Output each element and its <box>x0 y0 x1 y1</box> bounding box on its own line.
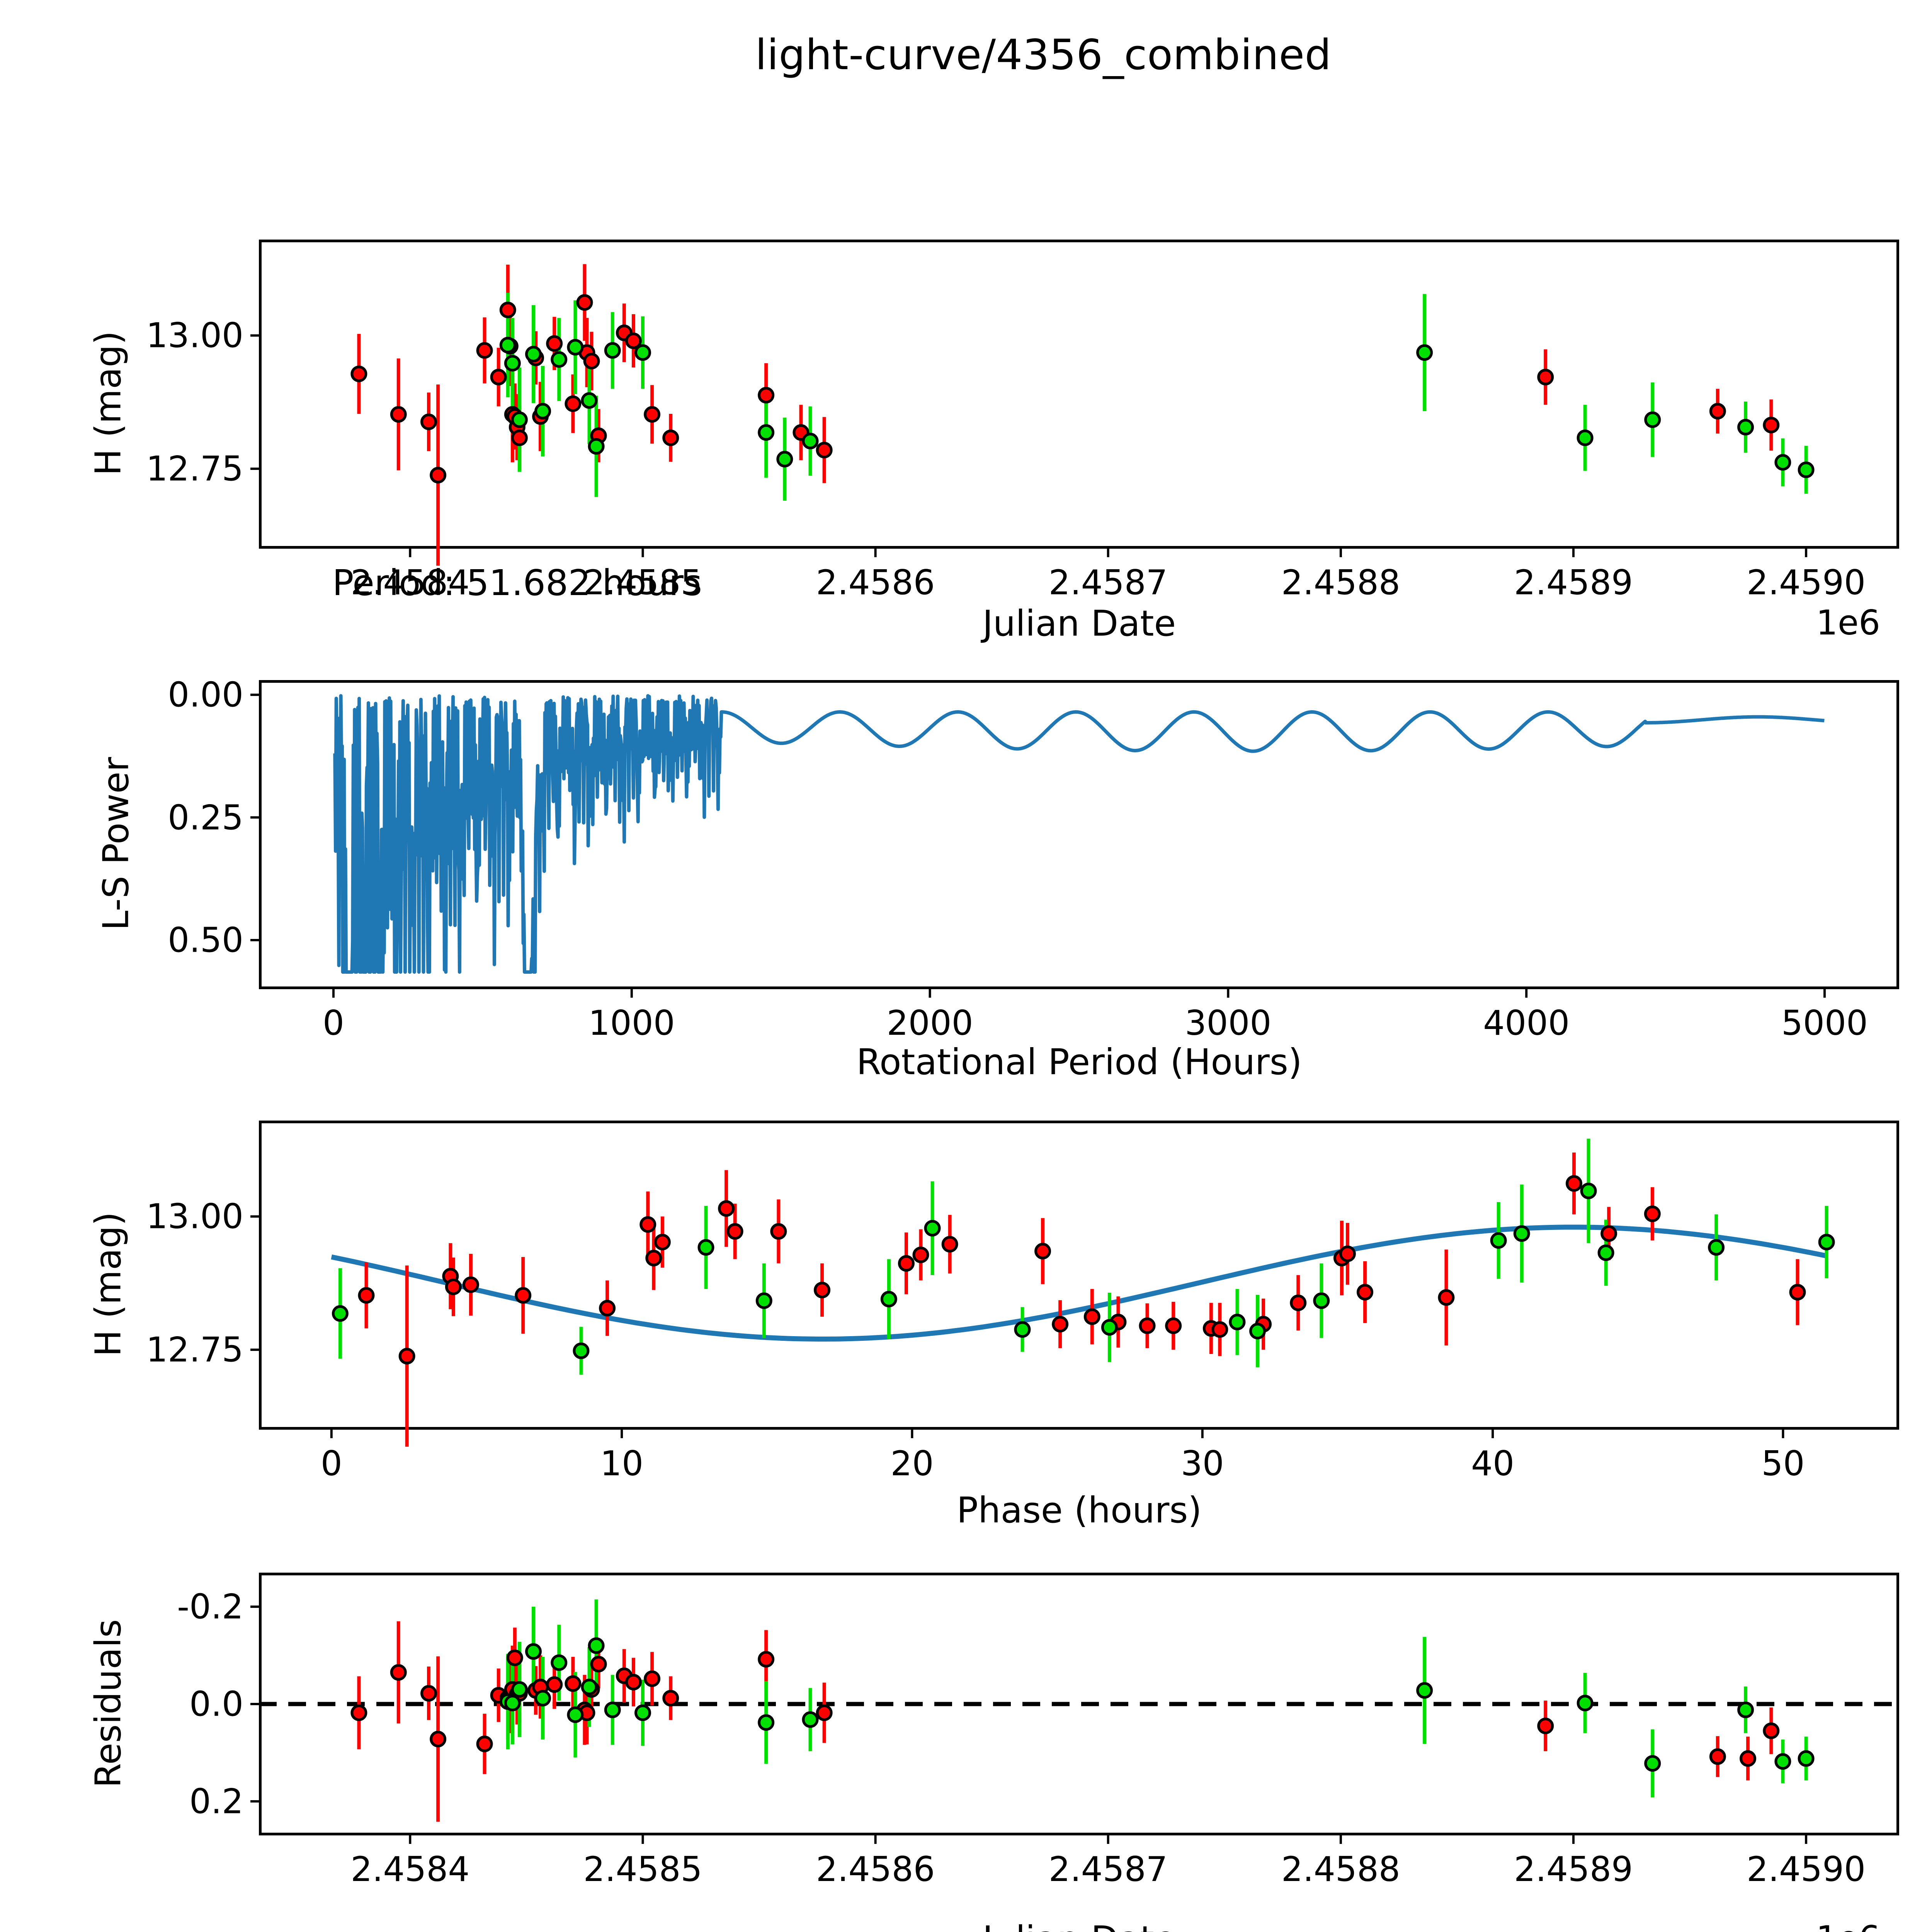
lightcurve-xtick: 2.4590 <box>1747 563 1866 602</box>
figure-title: light-curve/4356_combined <box>755 31 1332 79</box>
phase-xtick: 20 <box>890 1444 934 1483</box>
periodogram-ytick: 0.25 <box>168 798 243 838</box>
lightcurve-xtick: 2.4589 <box>1514 563 1633 602</box>
lightcurve-ytick: 13.00 <box>146 315 243 355</box>
residuals-x-axis-label: Julian Date <box>693 1918 1466 1932</box>
lightcurve-xtick: 2.4584 <box>350 563 470 602</box>
lightcurve-xtick: 2.4585 <box>583 563 702 602</box>
phase-ytick: 12.75 <box>146 1330 243 1370</box>
residuals-xtick: 2.4586 <box>816 1849 935 1889</box>
periodogram-ytick: 0.00 <box>168 675 243 715</box>
phase-ytick: 13.00 <box>146 1196 243 1236</box>
residuals-ytick: -0.2 <box>177 1587 243 1627</box>
phase-x-axis-label: Phase (hours) <box>956 1490 1202 1531</box>
residuals-xtick: 2.4590 <box>1747 1849 1866 1889</box>
phase-xtick: 10 <box>600 1444 644 1483</box>
periodogram-xtick: 2000 <box>886 1003 973 1043</box>
periodogram-xtick: 4000 <box>1483 1003 1570 1043</box>
residuals-x-offset-label: 1e6 <box>1816 1918 1880 1932</box>
phase-xtick: 30 <box>1180 1444 1224 1483</box>
residuals-ytick: 0.0 <box>189 1684 243 1724</box>
periodogram-x-axis-label: Rotational Period (Hours) <box>856 1041 1302 1083</box>
residuals-xtick: 2.4585 <box>583 1849 702 1889</box>
period-annotation: Period: 51.682 hours <box>332 562 702 604</box>
residuals-xtick: 2.4584 <box>350 1849 470 1889</box>
residuals-xtick: 2.4589 <box>1514 1849 1633 1889</box>
lightcurve-xtick: 2.4588 <box>1281 563 1400 602</box>
lightcurve-ytick: 12.75 <box>146 449 243 489</box>
residuals-xtick: 2.4587 <box>1048 1849 1168 1889</box>
lightcurve-xtick: 2.4586 <box>816 563 935 602</box>
periodogram-xtick: 3000 <box>1185 1003 1272 1043</box>
lightcurve-x-axis-label: Julian Date <box>982 603 1176 644</box>
phase-xtick: 50 <box>1761 1444 1805 1483</box>
periodogram-xtick: 1000 <box>588 1003 675 1043</box>
periodogram-ytick: 0.50 <box>168 920 243 960</box>
lightcurve-x-offset-label: 1e6 <box>1816 603 1881 643</box>
residuals-xtick: 2.4588 <box>1281 1849 1400 1889</box>
periodogram-xtick: 0 <box>322 1003 344 1043</box>
phase-xtick: 40 <box>1471 1444 1515 1483</box>
panel-phase-folded <box>259 1121 1899 1430</box>
residuals-ytick: 0.2 <box>189 1781 243 1821</box>
phase-xtick: 0 <box>320 1444 342 1483</box>
lightcurve-xtick: 2.4587 <box>1048 563 1168 602</box>
periodogram-xtick: 5000 <box>1781 1003 1868 1043</box>
